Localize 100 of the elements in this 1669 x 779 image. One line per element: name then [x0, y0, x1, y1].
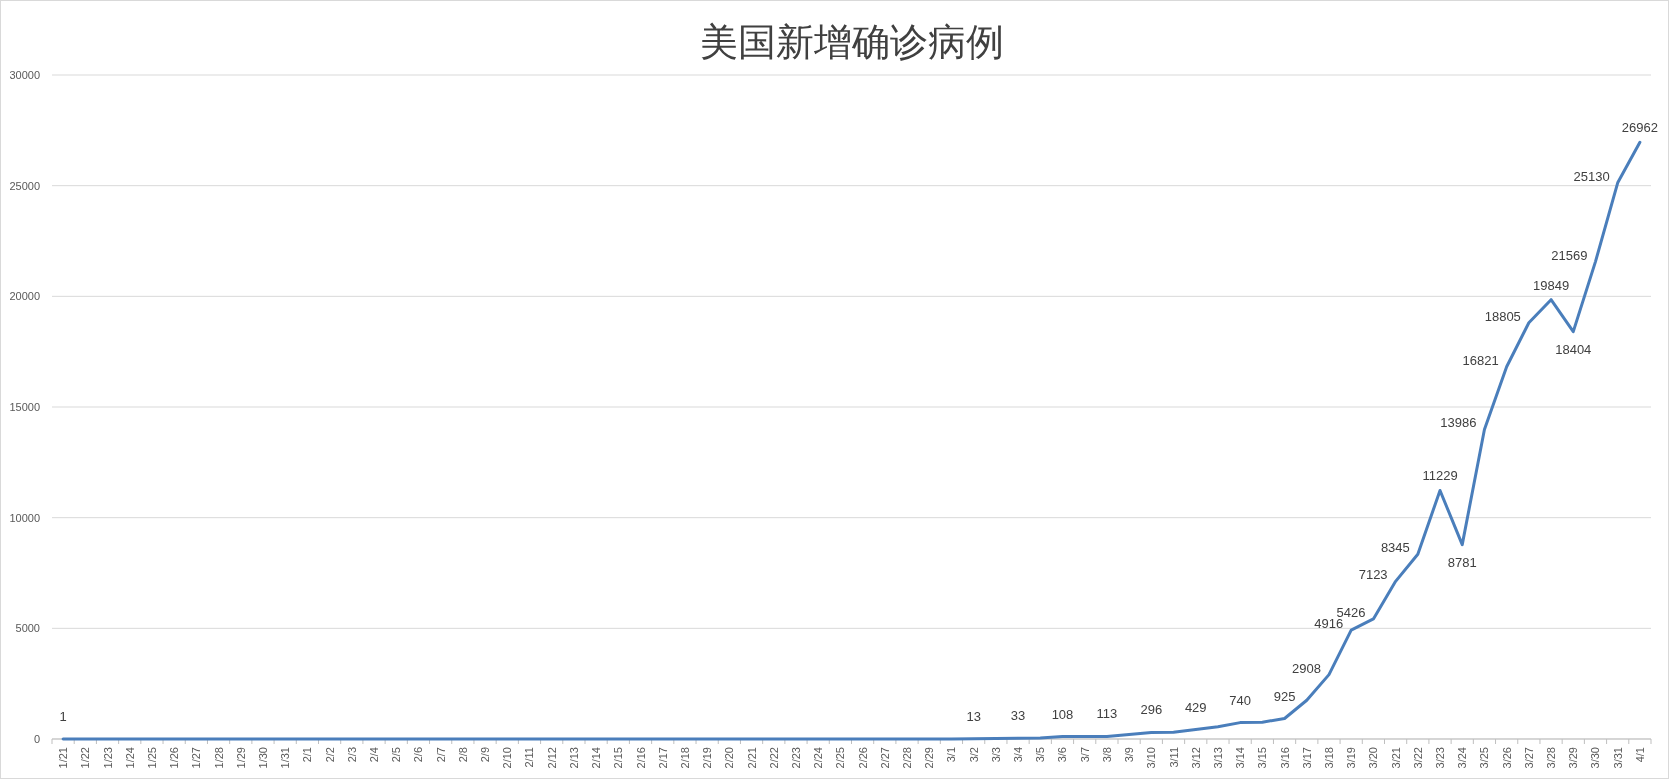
x-tick-label: 2/20	[723, 747, 736, 769]
data-label: 2908	[1292, 660, 1321, 676]
data-label: 1	[59, 708, 67, 724]
x-tick-label: 1/29	[234, 747, 247, 769]
x-tick-label: 1/26	[168, 747, 181, 769]
x-tick-label: 2/24	[812, 747, 825, 769]
x-tick-label: 3/11	[1167, 747, 1180, 768]
x-tick-label: 1/30	[256, 747, 269, 769]
data-label: 7123	[1358, 567, 1388, 583]
x-tick-label: 2/10	[501, 747, 514, 769]
x-tick-label: 3/21	[1389, 747, 1402, 769]
x-tick-label: 3/13	[1211, 747, 1224, 769]
x-tick-label: 2/19	[701, 747, 714, 769]
data-label: 8345	[1380, 540, 1410, 556]
data-label: 296	[1140, 702, 1163, 718]
data-label: 113	[1096, 706, 1118, 722]
x-tick-label: 3/23	[1434, 747, 1447, 769]
x-tick-label: 2/26	[856, 747, 869, 769]
x-tick-label: 3/8	[1100, 747, 1113, 763]
x-tick-label: 2/29	[923, 747, 936, 769]
x-tick-label: 1/27	[190, 747, 203, 769]
x-tick-label: 2/23	[789, 747, 802, 769]
x-tick-label: 1/22	[79, 747, 92, 769]
data-label: 33	[1010, 708, 1026, 724]
x-tick-label: 3/18	[1322, 747, 1335, 769]
x-tick-label: 3/14	[1234, 747, 1247, 769]
data-label: 8781	[1447, 554, 1477, 570]
x-tick-label: 3/20	[1367, 747, 1380, 769]
x-tick-label: 2/3	[345, 747, 358, 763]
x-tick-label: 3/16	[1278, 747, 1291, 769]
x-tick-label: 3/28	[1545, 747, 1558, 769]
x-tick-label: 2/4	[368, 747, 381, 763]
y-tick-label: 30000	[9, 69, 40, 81]
x-tick-label: 3/10	[1145, 747, 1158, 769]
data-label: 25130	[1573, 168, 1610, 184]
x-tick-label: 3/30	[1589, 747, 1602, 769]
x-tick-label: 3/22	[1411, 747, 1424, 769]
x-tick-label: 2/7	[434, 747, 447, 763]
x-tick-label: 3/17	[1300, 747, 1313, 769]
x-tick-label: 2/14	[590, 747, 603, 769]
x-tick-label: 3/27	[1522, 747, 1535, 769]
x-tick-label: 3/1	[945, 747, 958, 763]
y-tick-label: 25000	[9, 179, 40, 192]
x-tick-label: 1/21	[57, 747, 70, 769]
x-tick-label: 3/29	[1567, 747, 1580, 769]
x-tick-label: 3/3	[989, 747, 1002, 763]
x-tick-label: 3/4	[1012, 747, 1025, 763]
x-tick-label: 2/17	[656, 747, 669, 769]
y-tick-label: 5000	[15, 622, 40, 635]
x-tick-label: 2/18	[678, 747, 691, 769]
x-tick-label: 2/6	[412, 747, 425, 763]
x-tick-label: 1/31	[279, 747, 292, 769]
data-label: 13	[966, 708, 981, 724]
title: 美国新增确诊病例	[699, 20, 1004, 64]
x-tick-label: 2/27	[878, 747, 891, 769]
data-label: 18404	[1555, 341, 1592, 357]
y-tick-label: 10000	[9, 511, 40, 524]
x-tick-label: 1/28	[212, 747, 225, 769]
data-label: 21569	[1551, 247, 1588, 263]
data-label: 16821	[1462, 352, 1499, 368]
x-tick-label: 2/13	[567, 747, 580, 769]
x-tick-label: 3/25	[1478, 747, 1491, 769]
x-tick-label: 4/1	[1633, 747, 1646, 763]
data-label: 26962	[1621, 120, 1658, 136]
x-tick-label: 3/2	[967, 747, 980, 763]
x-tick-label: 3/5	[1034, 747, 1047, 763]
x-tick-label: 2/11	[523, 747, 536, 768]
x-tick-label: 3/26	[1500, 747, 1513, 769]
x-tick-label: 2/5	[390, 747, 403, 763]
x-tick-label: 2/22	[767, 747, 780, 769]
x-tick-label: 2/12	[545, 747, 558, 769]
y-tick-label: 20000	[9, 290, 40, 303]
x-tick-label: 3/9	[1123, 747, 1136, 763]
x-tick-label: 2/1	[301, 747, 314, 763]
x-tick-label: 2/16	[634, 747, 647, 769]
x-tick-label: 3/15	[1256, 747, 1269, 769]
x-tick-label: 2/2	[323, 747, 336, 763]
x-tick-label: 3/24	[1456, 747, 1469, 769]
x-tick-label: 3/19	[1345, 747, 1358, 769]
y-tick-label: 0	[33, 733, 40, 745]
x-tick-label: 2/25	[834, 747, 847, 769]
x-tick-label: 1/24	[123, 747, 136, 769]
x-tick-label: 3/7	[1078, 747, 1091, 763]
data-label: 925	[1273, 688, 1296, 704]
y-tick-label: 15000	[9, 401, 40, 413]
x-tick-label: 2/15	[612, 747, 625, 769]
x-tick-label: 2/21	[745, 747, 758, 769]
x-tick-label: 3/31	[1611, 747, 1624, 769]
x-tick-label: 2/8	[456, 747, 469, 763]
data-label: 740	[1229, 692, 1251, 708]
data-label: 13986	[1440, 415, 1477, 431]
data-label: 108	[1051, 706, 1074, 722]
x-tick-label: 2/28	[901, 747, 914, 769]
x-tick-label: 3/6	[1056, 747, 1069, 763]
data-label: 18805	[1484, 308, 1521, 324]
x-tick-label: 2/9	[479, 747, 492, 763]
x-tick-label: 3/12	[1189, 747, 1202, 769]
data-label: 19849	[1532, 277, 1570, 293]
x-tick-label: 1/23	[101, 747, 114, 769]
x-tick-label: 1/25	[145, 747, 158, 769]
